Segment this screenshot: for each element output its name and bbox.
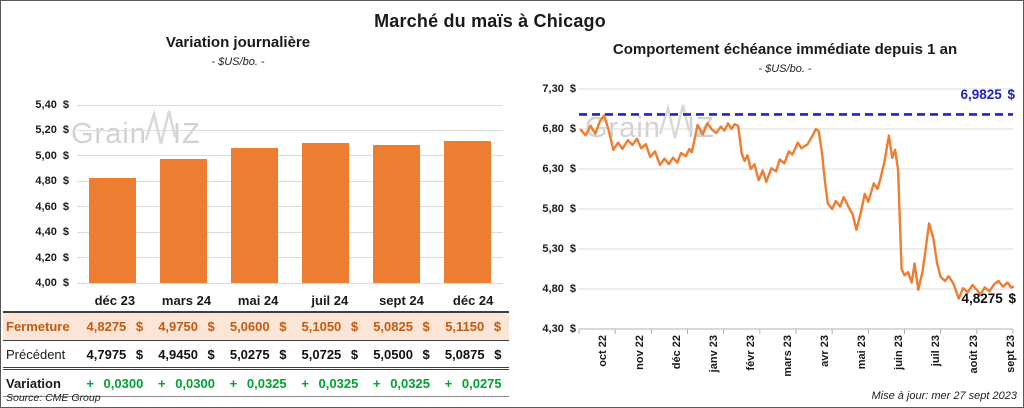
- y-axis-label: 7,30 $: [542, 83, 576, 95]
- column-header: sept 24: [379, 292, 424, 308]
- table-cell: + 0,0325: [229, 375, 287, 391]
- bar: [89, 177, 136, 283]
- watermark-text: Grain: [71, 118, 147, 150]
- line-series: [579, 114, 1015, 300]
- x-axis-label: mai 23: [856, 335, 869, 370]
- table-row: Variation + 0,0300 + 0,0300 + 0,0325 + 0,032…: [3, 370, 509, 397]
- gridline: [77, 257, 503, 259]
- gridline: [77, 104, 503, 106]
- column-header: déc 23: [94, 292, 136, 308]
- table-cell: + 0,0325: [373, 375, 430, 391]
- y-axis-label: 6,30 $: [542, 163, 576, 175]
- table-cell: 5,0875 $: [444, 346, 502, 362]
- x-axis-label: nov 22: [633, 335, 646, 370]
- line-chart-title: Comportement échéance immédiate depuis 1…: [612, 41, 958, 58]
- table-row: Fermeture 4,8275 $ 4,9750 $ 5,0600 $ 5,1050 …: [3, 311, 509, 341]
- gridline: [77, 155, 503, 157]
- y-axis-label: 4,80 $: [542, 283, 576, 295]
- table-cell: 5,1050 $: [301, 319, 359, 334]
- y-axis-label: 4,20 $: [35, 251, 69, 264]
- y-axis-label: 4,60 $: [35, 200, 69, 213]
- row-label: Précédent: [6, 346, 66, 362]
- x-axis-label: mars 23: [782, 335, 794, 377]
- bar: [444, 141, 491, 283]
- line-chart-svg: [578, 88, 1015, 334]
- table-cell: 5,0825 $: [373, 319, 430, 334]
- table-cell: 5,0275 $: [229, 346, 287, 362]
- column-header: mai 24: [237, 292, 279, 308]
- gridline: [77, 231, 503, 233]
- update-note: Mise à jour: mer 27 sept 2023: [871, 390, 1017, 402]
- y-axis-label: 4,40 $: [35, 226, 69, 239]
- x-axis-label: août 23: [967, 335, 980, 374]
- source-note: Source: CME Group: [6, 392, 101, 404]
- y-axis-label: 4,30 $: [542, 323, 576, 335]
- x-axis-label: juin 23: [893, 335, 906, 370]
- y-axis-label: 4,00 $: [35, 277, 69, 289]
- y-axis-label: 5,00 $: [35, 149, 69, 162]
- futures-table: déc 23 mars 24 mai 24 juil 24 sept 24 déc 24 F…: [3, 289, 509, 397]
- gridline: [77, 206, 503, 208]
- bar: [160, 159, 207, 283]
- gridline: [77, 282, 503, 284]
- x-axis-label: déc 22: [670, 335, 683, 370]
- page-title: Marché du maïs à Chicago: [374, 11, 606, 31]
- table-cell: 5,1150 $: [445, 319, 502, 334]
- table-cell: 4,7975 $: [86, 346, 144, 362]
- x-axis-label: janv 23: [707, 335, 720, 373]
- bar-chart-subtitle: - $US/bo. -: [211, 56, 265, 68]
- bar: [231, 148, 278, 283]
- reference-value-label: 6,9825 $: [960, 87, 1015, 102]
- bar: [302, 142, 349, 283]
- x-axis-label: sept 23: [1004, 335, 1017, 373]
- table-cell: + 0,0300: [158, 375, 215, 391]
- table-cell: + 0,0300: [86, 375, 144, 391]
- y-axis-label: 6,80 $: [542, 123, 576, 135]
- bar: [373, 145, 420, 283]
- y-axis-label: 5,40 $: [35, 99, 69, 111]
- watermark-text: IZ: [172, 118, 201, 150]
- bar-chart-title: Variation journalière: [165, 34, 311, 51]
- table-cell: + 0,0325: [301, 375, 359, 391]
- column-header: juil 24: [311, 292, 349, 308]
- x-axis-label: févr 23: [744, 335, 757, 371]
- x-axis-label: juil 23: [930, 335, 943, 367]
- bar-chart-plot: Grain IZ: [71, 104, 503, 284]
- y-axis-label: 5,30 $: [542, 243, 576, 255]
- front-month-panel: Comportement échéance immédiate depuis 1…: [513, 1, 1023, 407]
- y-axis-label: 4,80 $: [35, 175, 69, 188]
- table-cell: 4,9450 $: [158, 346, 215, 362]
- table-cell: 5,0500 $: [373, 346, 430, 362]
- y-axis-label: 5,20 $: [35, 124, 69, 137]
- x-axis-label: avr 23: [819, 335, 832, 367]
- table-cell: 5,0725 $: [301, 346, 359, 362]
- line-chart-plot: Grain IZ: [578, 88, 1015, 334]
- y-axis-label: 5,80 $: [542, 203, 576, 215]
- table-cell: + 0,0275: [444, 375, 502, 391]
- table-row: Précédent 4,7975 $ 4,9450 $ 5,0275 $ 5,0725 …: [3, 341, 509, 370]
- table-header-row: déc 23 mars 24 mai 24 juil 24 sept 24 déc 24: [3, 289, 509, 311]
- last-value-label: 4,8275 $: [961, 291, 1016, 306]
- daily-variation-panel: Variation journalière - $US/bo. - Grain …: [1, 1, 513, 407]
- table-cell: 4,8275 $: [86, 319, 144, 334]
- gridline: [77, 180, 503, 182]
- row-label: Fermeture: [6, 319, 70, 334]
- column-header: mars 24: [161, 292, 212, 308]
- x-axis-label: oct 22: [596, 335, 609, 367]
- table-cell: 4,9750 $: [158, 319, 215, 334]
- table-cell: 5,0600 $: [229, 319, 287, 334]
- row-label: Variation: [6, 375, 61, 391]
- column-header: déc 24: [452, 292, 494, 308]
- line-chart-subtitle: - $US/bo. -: [758, 63, 812, 75]
- gridline: [77, 129, 503, 131]
